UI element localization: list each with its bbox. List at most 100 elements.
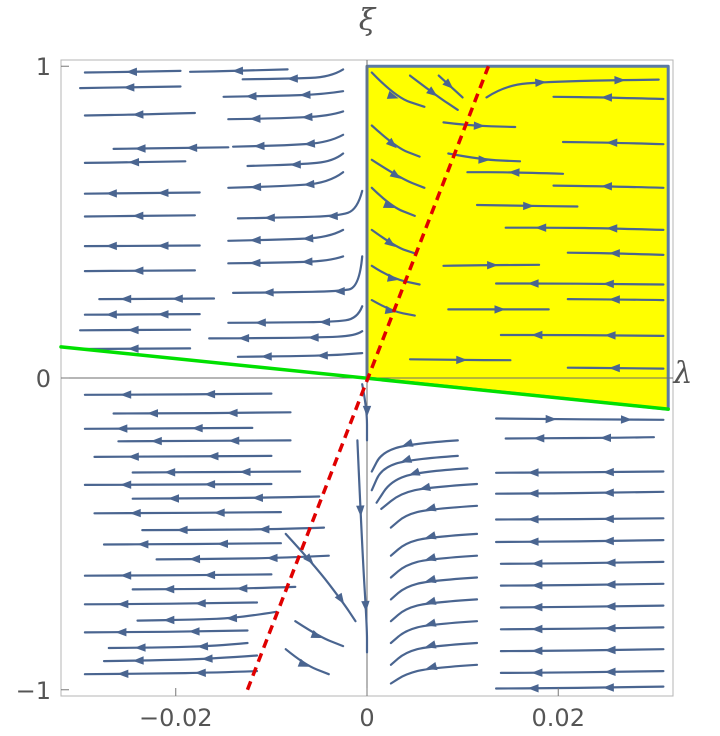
streamline: [83, 573, 273, 577]
streamline: [294, 620, 345, 648]
streamline-arrowhead: [134, 144, 146, 153]
streamline-arrowhead: [197, 642, 209, 651]
streamline: [499, 648, 665, 653]
streamline-arrowhead: [527, 515, 539, 524]
streamline-arrowhead: [326, 211, 338, 221]
streamline-arrowhead: [201, 654, 213, 663]
streamline-arrowhead: [157, 241, 169, 250]
streamline-arrowhead: [164, 468, 176, 477]
streamline-arrowhead: [606, 224, 618, 233]
streamline-arrowhead: [301, 257, 313, 266]
streamline: [495, 417, 665, 421]
streamline-arrowhead: [134, 643, 146, 652]
streamline-arrowhead: [115, 628, 127, 637]
streamline: [380, 482, 479, 510]
streamline: [83, 482, 273, 486]
streamline-arrowhead: [401, 438, 414, 447]
streamline-arrowhead: [260, 352, 272, 361]
streamline-arrowhead: [333, 287, 345, 296]
streamline: [131, 470, 302, 474]
streamline: [208, 330, 364, 340]
streamline-arrowhead: [419, 482, 431, 491]
streamline-arrowhead: [129, 508, 141, 518]
streamline: [495, 282, 665, 286]
streamline: [98, 297, 216, 301]
streamline-arrowhead: [120, 294, 132, 304]
x-tick-label: −0.02: [139, 704, 213, 732]
streamline-arrowhead: [127, 452, 139, 461]
streamline: [389, 598, 479, 623]
streamline: [236, 352, 364, 358]
streamline-arrowhead: [606, 138, 618, 147]
streamline-arrowhead: [424, 531, 437, 540]
streamline: [389, 554, 479, 579]
streamline-arrowhead: [602, 488, 614, 497]
streamline-arrowhead: [424, 618, 437, 627]
streamline: [246, 152, 345, 168]
streamline-arrowhead: [236, 584, 248, 593]
streamline-arrowhead: [176, 525, 188, 535]
streamline: [495, 470, 665, 474]
streamline-arrowhead: [120, 480, 132, 489]
streamline: [83, 601, 259, 606]
streamline-arrowhead: [204, 570, 216, 580]
streamline-arrowhead: [213, 508, 225, 517]
streamline-arrowhead: [263, 213, 275, 222]
streamline-arrowhead: [157, 188, 169, 197]
streamline: [102, 542, 282, 546]
streamline: [112, 146, 230, 150]
streamline-arrowhead: [531, 646, 543, 655]
streamline-arrowhead: [132, 266, 144, 275]
streamline-arrowhead: [319, 317, 331, 327]
streamline-arrowhead: [238, 334, 250, 343]
streamline: [227, 228, 345, 242]
streamline-arrowhead: [600, 433, 611, 442]
streamline-arrowhead: [163, 585, 175, 594]
streamline-arrowhead: [186, 143, 198, 152]
streamline-arrowhead: [147, 409, 158, 418]
streamline: [227, 110, 345, 121]
streamline-arrowhead: [171, 294, 183, 303]
streamline-arrowhead: [310, 630, 323, 638]
streamline-arrowhead: [302, 234, 314, 243]
streamline-arrowhead: [188, 627, 200, 636]
streamline: [389, 504, 479, 529]
streamline-arrowhead: [424, 503, 437, 512]
streamline: [227, 305, 364, 324]
streamline-arrowhead: [299, 90, 311, 99]
streamline-arrowhead: [385, 137, 397, 149]
streamline-arrowhead: [132, 211, 144, 220]
streamline: [241, 68, 345, 81]
streamline: [112, 411, 292, 415]
streamline-arrowhead: [602, 536, 614, 546]
streamline-arrowhead: [262, 288, 274, 297]
streamline-arrowhead: [426, 86, 438, 97]
streamline-arrowhead: [254, 318, 266, 327]
streamline-arrowhead: [531, 668, 543, 677]
streamline: [499, 604, 665, 609]
streamline-arrowhead: [478, 155, 490, 164]
streamline-arrowhead: [289, 160, 301, 169]
streamline: [499, 626, 665, 631]
x-axis-label: λ: [672, 356, 692, 391]
streamline: [389, 641, 479, 666]
streamline-arrowhead: [120, 390, 132, 399]
streamline-arrowhead: [531, 624, 543, 634]
streamline: [155, 554, 330, 561]
streamline: [83, 313, 201, 316]
streamline-arrowhead: [425, 662, 438, 671]
streamline-arrowhead: [157, 310, 169, 319]
streamline: [499, 333, 665, 337]
streamline-arrowhead: [424, 553, 437, 562]
streamline-arrowhead: [128, 158, 140, 167]
streamline: [131, 495, 321, 500]
streamline-arrowhead: [249, 114, 261, 123]
streamline: [504, 436, 655, 440]
streamline-arrowhead: [533, 434, 545, 443]
streamline-arrowhead: [132, 656, 144, 665]
streamline-arrowhead: [614, 76, 626, 85]
streamline-arrowhead: [384, 237, 396, 247]
streamline-arrowhead: [303, 179, 315, 189]
streamline: [102, 654, 259, 663]
